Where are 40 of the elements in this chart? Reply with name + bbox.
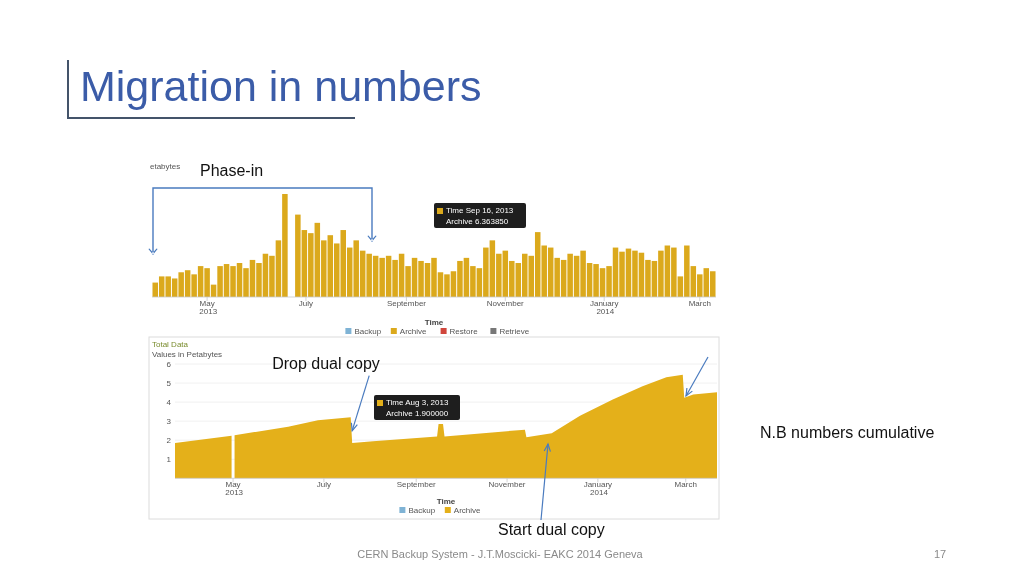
legend-label: Backup	[408, 506, 436, 515]
text: Start dual copy	[498, 521, 605, 538]
legend-label: Restore	[449, 327, 479, 336]
x-axis-title: Time	[436, 497, 456, 506]
x-tick-label: January 2014	[589, 299, 619, 317]
chart-title: Total Data	[152, 340, 189, 349]
x-tick-label: November	[486, 299, 525, 308]
text: N.B numbers cumulative	[760, 424, 935, 441]
annotation: Time Aug 3, 2013	[386, 398, 449, 407]
x-tick-label: September	[396, 480, 437, 489]
legend-label: Archive	[453, 506, 482, 515]
x-tick-label: July	[298, 299, 314, 308]
annotation: Archive 1.900000	[386, 409, 449, 418]
text: CERN Backup System - J.T.Moscicki- EAKC 2014 Geneva	[357, 548, 644, 560]
x-tick-label: November	[488, 480, 526, 489]
x-tick-label: July	[316, 480, 332, 489]
legend-label: Archive	[399, 327, 428, 336]
y-tick-label: 1	[166, 455, 172, 465]
x-tick-label: May 2013	[223, 480, 244, 498]
text: 17	[933, 548, 947, 560]
y-tick-label: 6	[166, 359, 172, 369]
text: Phase-in	[200, 162, 264, 179]
x-tick-label: September	[386, 299, 427, 308]
chart-subtitle: Values in Petabytes	[152, 350, 223, 359]
legend-label: Retrieve	[499, 327, 530, 336]
y-tick-label: 2	[166, 436, 172, 445]
x-tick-label: May 2013	[197, 299, 218, 317]
annotation: Drop dual copy	[272, 354, 380, 372]
y-tick-label: 3	[166, 416, 172, 426]
y-tick-label: 4	[166, 397, 172, 407]
annotation: Archive 6.363850	[446, 217, 509, 226]
x-axis-title: Time	[424, 318, 444, 327]
y-tick-label: 5	[166, 378, 172, 388]
legend-label: Backup	[354, 327, 382, 336]
x-tick-label: March	[674, 480, 697, 489]
chart-subtitle: etabytes	[150, 162, 181, 171]
chart-title: Migration in numbers	[80, 62, 482, 110]
x-tick-label: March	[688, 299, 711, 308]
x-tick-label: January 2014	[583, 480, 613, 498]
annotation: Time Sep 16, 2013	[446, 206, 514, 215]
